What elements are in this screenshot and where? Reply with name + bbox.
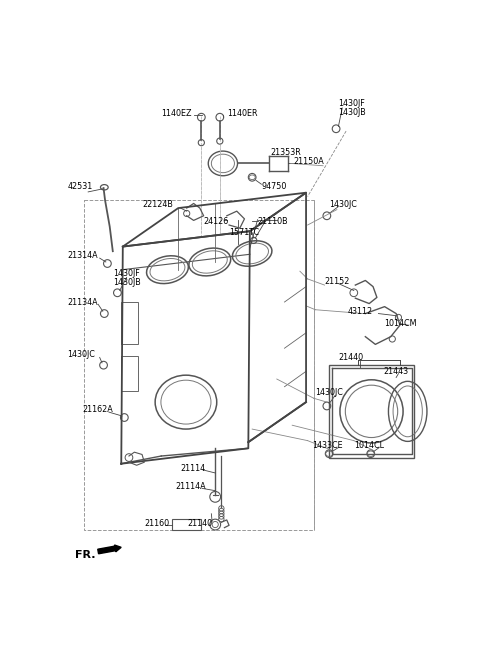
Text: 21353R: 21353R — [271, 148, 301, 157]
Text: 21314A: 21314A — [67, 251, 98, 260]
Text: 21114: 21114 — [180, 464, 205, 473]
Text: 24126: 24126 — [204, 216, 229, 226]
Text: 21162A: 21162A — [83, 405, 113, 415]
Bar — [172, 519, 201, 530]
Text: 1014CL: 1014CL — [354, 441, 384, 450]
Text: 1140EZ: 1140EZ — [161, 109, 192, 118]
Text: 1430JF: 1430JF — [338, 99, 365, 108]
Text: 1433CE: 1433CE — [312, 441, 343, 450]
Text: 21440: 21440 — [338, 353, 363, 362]
Text: 21150A: 21150A — [294, 157, 324, 167]
Text: 1430JB: 1430JB — [113, 278, 141, 287]
Text: 94750: 94750 — [262, 182, 287, 191]
Bar — [329, 365, 414, 458]
Text: 1430JB: 1430JB — [338, 108, 366, 117]
Bar — [121, 302, 138, 344]
Text: 22124B: 22124B — [142, 199, 173, 209]
Text: 21140: 21140 — [188, 520, 213, 528]
Text: 42531: 42531 — [67, 182, 93, 191]
Text: 43112: 43112 — [348, 307, 373, 316]
Text: 21114A: 21114A — [175, 482, 206, 491]
FancyArrow shape — [98, 545, 121, 554]
Text: 21134A: 21134A — [67, 298, 98, 306]
Bar — [121, 356, 138, 390]
Text: 21443: 21443 — [383, 367, 408, 376]
Text: 1140ER: 1140ER — [228, 109, 258, 118]
Text: 21110B: 21110B — [258, 216, 288, 226]
Text: 1014CM: 1014CM — [384, 319, 417, 328]
Text: 1430JC: 1430JC — [329, 199, 357, 209]
Text: 1430JC: 1430JC — [67, 350, 95, 359]
Text: 1430JC: 1430JC — [315, 388, 343, 398]
Text: 1571TC: 1571TC — [229, 228, 259, 237]
Text: FR.: FR. — [75, 550, 96, 560]
Text: 21160: 21160 — [144, 520, 169, 528]
Text: 1430JF: 1430JF — [113, 269, 140, 278]
Bar — [84, 200, 314, 530]
Text: 21152: 21152 — [324, 277, 350, 286]
